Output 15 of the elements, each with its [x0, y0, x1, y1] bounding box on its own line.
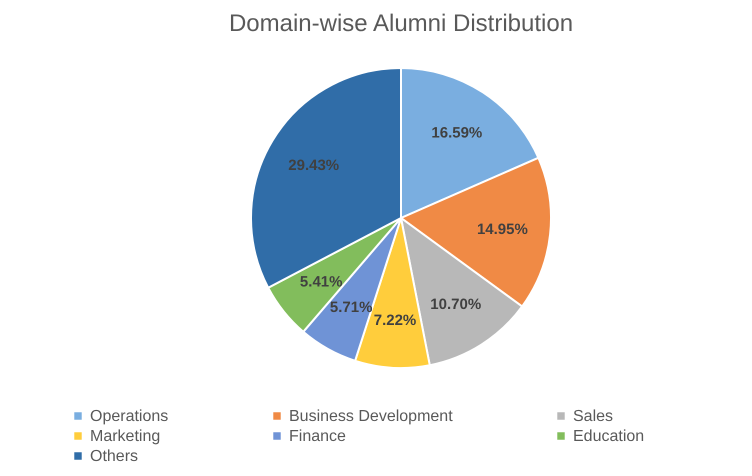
legend-label: Education: [573, 428, 644, 445]
data-label: 5.41%: [300, 274, 342, 291]
data-label: 10.70%: [430, 296, 482, 314]
data-label: 16.59%: [431, 124, 482, 142]
data-label: 5.71%: [330, 299, 372, 316]
legend-label: Marketing: [90, 428, 160, 445]
data-label: 14.95%: [476, 221, 528, 238]
chart-title: Domain-wise Alumni Distribution: [228, 10, 574, 37]
legend-label: Business Development: [289, 408, 454, 425]
legend-label: Operations: [90, 408, 168, 425]
data-label: 7.22%: [374, 312, 416, 329]
legend-label: Others: [90, 448, 138, 465]
data-label: 29.43%: [288, 157, 340, 174]
legend-label: Sales: [573, 408, 614, 425]
legend-label: Finance: [289, 428, 346, 445]
